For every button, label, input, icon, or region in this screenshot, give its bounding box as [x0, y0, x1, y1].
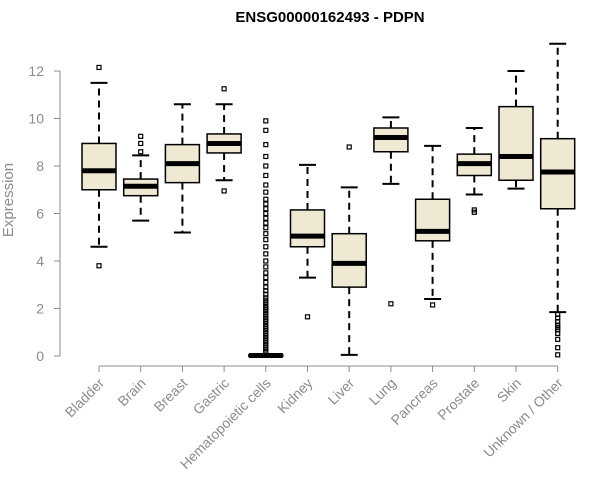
box-gastric — [206, 86, 242, 194]
y-tick-label: 4 — [36, 253, 44, 269]
outlier-point — [263, 251, 269, 257]
outlier-point — [263, 127, 269, 133]
box-bladder — [81, 64, 117, 269]
outlier-point — [471, 207, 477, 213]
outlier-point — [263, 215, 269, 221]
outlier-point — [430, 302, 436, 308]
x-tick-label: Kidney — [274, 375, 316, 417]
y-tick-label: 10 — [28, 111, 44, 127]
x-tick-label: Bladder — [62, 375, 108, 421]
y-tick-label: 0 — [36, 348, 44, 364]
outlier-point — [263, 231, 269, 237]
x-tick-label: Liver — [325, 375, 358, 408]
outlier-point — [263, 264, 269, 270]
box-liver — [331, 144, 367, 356]
outlier-point — [263, 225, 269, 231]
outlier-point — [263, 189, 269, 195]
box-body — [414, 198, 451, 242]
x-tick-label: Prostate — [434, 375, 482, 423]
y-axis: 0 2 4 6 8 10 12 — [28, 63, 61, 364]
outlier-point — [555, 345, 561, 351]
outlier-point — [263, 206, 269, 212]
box-pancreas — [414, 144, 451, 308]
x-tick-label: Lung — [366, 375, 399, 408]
chart-title: ENSG00000162493 - PDPN — [235, 9, 424, 26]
outlier-point — [263, 237, 269, 243]
outlier-point — [263, 201, 269, 207]
y-tick-label: 6 — [36, 206, 44, 222]
box-skin — [498, 70, 534, 190]
outlier-point — [263, 275, 269, 281]
outlier-point — [263, 244, 269, 250]
outlier-point — [263, 142, 269, 148]
outlier-point — [263, 172, 269, 179]
outlier-point — [138, 133, 144, 139]
box-body — [81, 142, 117, 191]
box-kidney — [289, 163, 326, 320]
outlier-point — [346, 144, 352, 150]
box-lung — [373, 116, 409, 307]
outlier-point — [96, 64, 102, 71]
x-tick-label: Unknown / Other — [480, 375, 566, 461]
outlier-point — [263, 163, 269, 169]
outlier-point — [221, 188, 227, 194]
outlier-point — [263, 284, 269, 290]
box-breast — [164, 103, 201, 234]
boxes-group — [81, 42, 576, 359]
y-tick-label: 2 — [36, 301, 44, 317]
y-tick-label: 8 — [36, 158, 44, 174]
outlier-point — [555, 311, 561, 318]
outlier-point — [96, 263, 102, 269]
outlier-point — [221, 86, 227, 92]
y-axis-label: Expression — [0, 163, 17, 237]
box-body — [289, 209, 326, 248]
outlier-point — [263, 210, 269, 217]
box-hematopoietic-cells — [248, 118, 284, 359]
outlier-point — [263, 118, 269, 124]
outlier-point — [263, 279, 269, 285]
outlier-point — [263, 196, 269, 202]
x-tick-label: Skin — [494, 375, 525, 406]
outlier-point — [555, 352, 561, 358]
outlier-point — [138, 140, 144, 147]
box-brain — [122, 133, 159, 222]
outlier-point — [263, 270, 269, 276]
outlier-point — [304, 314, 311, 320]
outlier-point — [263, 182, 269, 188]
outlier-point — [263, 220, 269, 226]
outlier-point — [555, 336, 561, 342]
x-tick-label: Breast — [151, 375, 191, 415]
box-body — [498, 105, 534, 181]
outlier-point — [138, 149, 144, 155]
y-tick-label: 12 — [28, 63, 44, 79]
box-unknown-other — [539, 42, 576, 358]
outlier-point — [263, 153, 269, 160]
x-tick-label: Brain — [114, 375, 148, 409]
outlier-point — [263, 258, 269, 264]
outlier-point — [388, 301, 394, 307]
box-prostate — [456, 127, 493, 215]
box-body — [331, 232, 367, 288]
